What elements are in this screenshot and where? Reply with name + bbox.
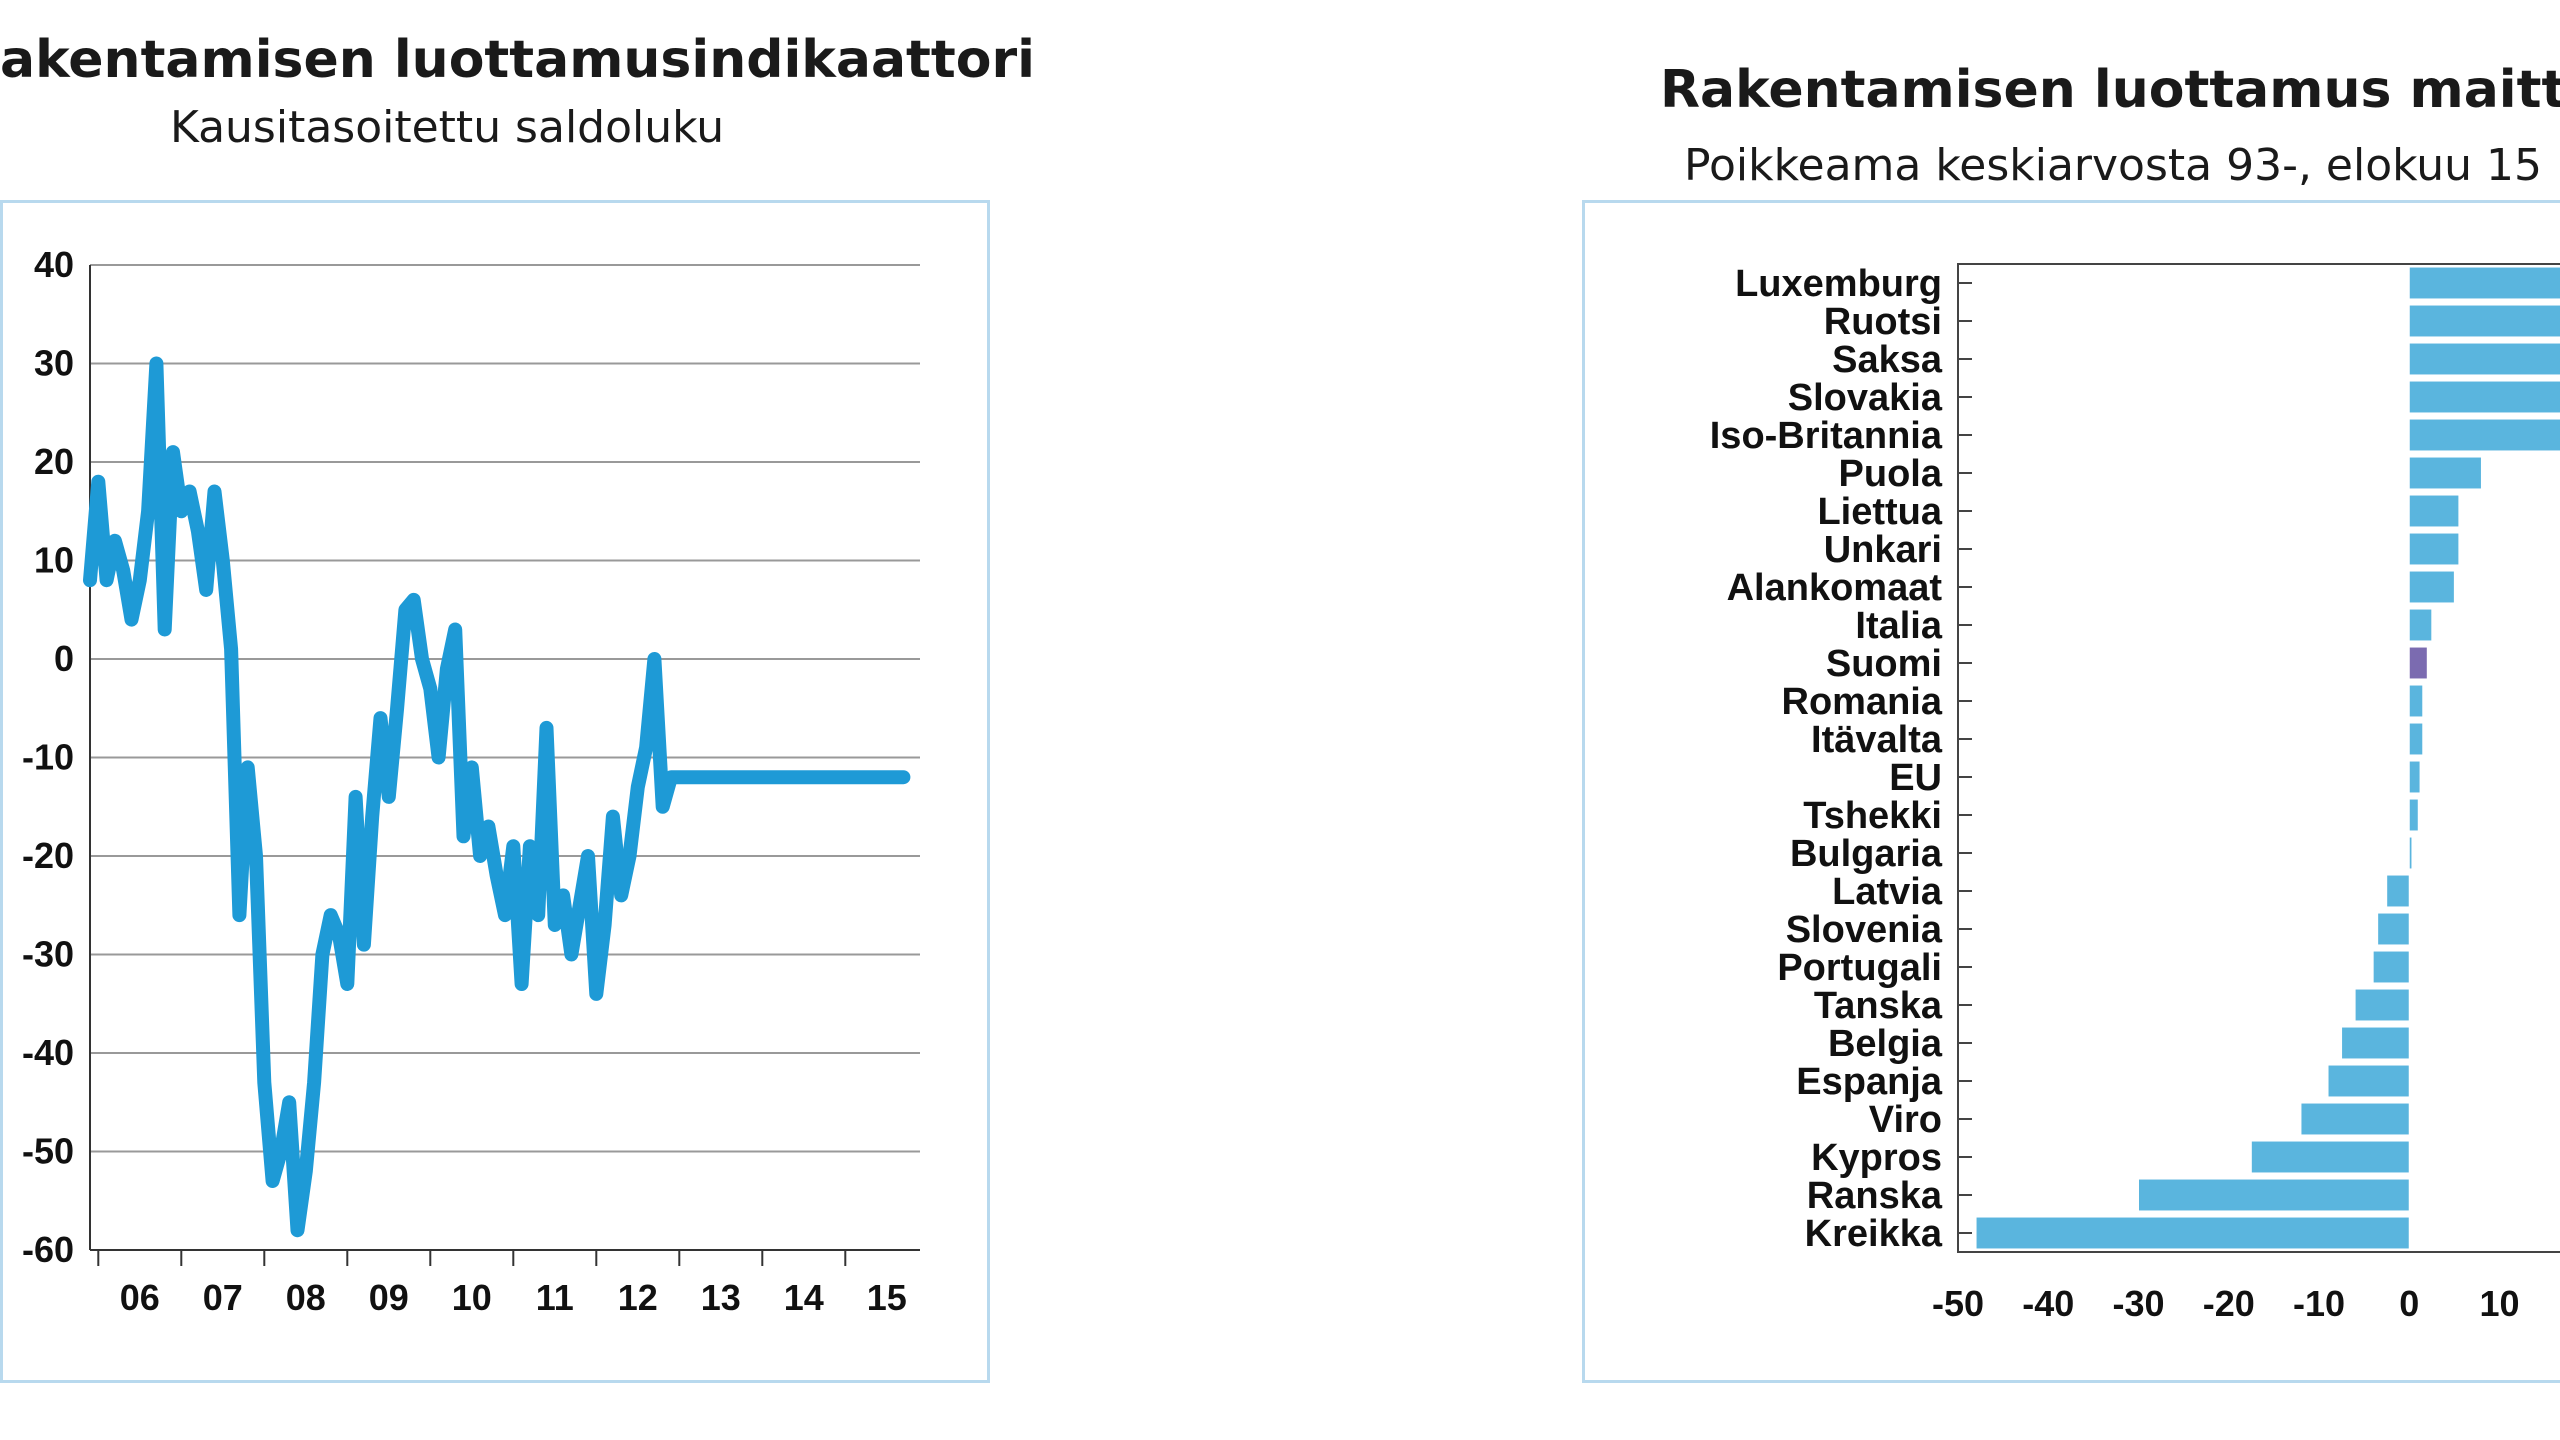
bar — [2408, 760, 2421, 794]
y-tick-label: -20 — [22, 835, 74, 876]
bar — [2408, 798, 2419, 832]
bar — [2408, 570, 2455, 604]
category-label: Liettua — [1817, 491, 1942, 533]
bar — [2408, 646, 2428, 680]
bar — [2408, 532, 2460, 566]
x-tick-label: -30 — [2112, 1283, 2164, 1324]
right-chart-frame — [1582, 200, 2560, 1383]
x-tick-label: 0 — [2399, 1283, 2419, 1324]
x-tick-label: 11 — [536, 1277, 574, 1318]
series-line — [83, 356, 911, 1238]
category-label: EU — [1889, 757, 1942, 799]
category-label: Puola — [1839, 453, 1943, 495]
x-tick-label: 08 — [286, 1277, 326, 1318]
category-label: Viro — [1869, 1099, 1942, 1141]
category-label: Latvia — [1832, 871, 1943, 913]
x-tick-label: 09 — [369, 1277, 409, 1318]
bar — [2408, 456, 2482, 490]
bar — [2408, 684, 2424, 718]
x-tick-label: 14 — [784, 1277, 824, 1318]
category-label: Ranska — [1807, 1175, 1943, 1217]
x-tick-label: 10 — [452, 1277, 492, 1318]
bar — [2408, 418, 2560, 452]
bar — [2408, 494, 2460, 528]
bar — [1975, 1216, 2410, 1250]
category-label: Slovakia — [1788, 377, 1943, 419]
category-label: Luxemburg — [1735, 263, 1942, 305]
category-label: Saksa — [1832, 339, 1943, 381]
y-tick-label: 0 — [54, 638, 74, 679]
bar — [2250, 1140, 2410, 1174]
plot-area-border — [1957, 263, 2560, 1253]
left-chart-subtitle: Kausitasoitettu saldoluku — [170, 102, 725, 153]
x-tick-label: -20 — [2203, 1283, 2255, 1324]
category-label: Belgia — [1828, 1023, 1943, 1065]
bar — [2138, 1178, 2410, 1212]
category-label: Slovenia — [1786, 909, 1943, 951]
category-label: Unkari — [1824, 529, 1942, 571]
category-label: Alankomaat — [1727, 567, 1943, 609]
category-label: Italia — [1855, 605, 1942, 647]
x-tick-label: 13 — [701, 1277, 741, 1318]
category-label: Ruotsi — [1824, 301, 1942, 343]
y-tick-label: -10 — [22, 737, 74, 778]
bar — [2408, 722, 2424, 756]
x-tick-label: 06 — [120, 1277, 160, 1318]
bar — [2408, 304, 2560, 338]
category-label: Kreikka — [1805, 1213, 1943, 1255]
x-tick-label: 07 — [203, 1277, 243, 1318]
bar — [2408, 608, 2433, 642]
category-label: Tanska — [1814, 985, 1943, 1027]
x-tick-label: 10 — [2479, 1283, 2519, 1324]
y-tick-label: -40 — [22, 1032, 74, 1073]
y-tick-label: -50 — [22, 1131, 74, 1172]
category-label: Tshekki — [1803, 795, 1942, 837]
right-chart-subtitle: Poikkeama keskiarvosta 93-, elokuu 15 — [1684, 140, 2543, 191]
bar — [2300, 1102, 2410, 1136]
bar — [2408, 380, 2560, 414]
x-tick-label: -40 — [2022, 1283, 2074, 1324]
right-chart-title: Rakentamisen luottamus maittain — [1660, 60, 2560, 120]
bar — [2408, 266, 2560, 300]
bar — [2341, 1026, 2410, 1060]
category-label: Portugali — [1777, 947, 1942, 989]
y-tick-label: 20 — [34, 441, 74, 482]
bar — [2372, 950, 2410, 984]
y-tick-label: -30 — [22, 934, 74, 975]
left-chart-title: akentamisen luottamusindikaattori — [0, 30, 1035, 90]
bar — [2354, 988, 2410, 1022]
bar — [2327, 1064, 2410, 1098]
category-label: Romania — [1782, 681, 1943, 723]
category-label: Espanja — [1796, 1061, 1943, 1103]
left-chart: 40 30 20 10 0 -10 -20 -30 -40 -50 -60 06 07 08 09 10 11 1… — [22, 244, 920, 1318]
right-chart: LuxemburgRuotsiSaksaSlovakiaIso-Britanni… — [1710, 263, 2560, 1324]
bar — [2377, 912, 2410, 946]
y-tick-label: -60 — [22, 1229, 74, 1270]
x-tick-label: 12 — [618, 1277, 658, 1318]
bar — [2408, 342, 2560, 376]
x-tick-label: -50 — [1932, 1283, 1984, 1324]
category-label: Kypros — [1811, 1137, 1942, 1179]
left-chart-frame — [0, 200, 990, 1383]
x-tick-label: 15 — [867, 1277, 907, 1318]
x-tick-label: -10 — [2293, 1283, 2345, 1324]
category-label: Suomi — [1826, 643, 1942, 685]
y-tick-label: 10 — [34, 540, 74, 581]
category-label: Iso-Britannia — [1710, 415, 1943, 457]
bar — [2408, 836, 2413, 870]
category-label: Bulgaria — [1790, 833, 1943, 875]
category-label: Itävalta — [1811, 719, 1943, 761]
y-tick-label: 40 — [34, 244, 74, 285]
y-tick-label: 30 — [34, 343, 74, 384]
bar — [2386, 874, 2410, 908]
